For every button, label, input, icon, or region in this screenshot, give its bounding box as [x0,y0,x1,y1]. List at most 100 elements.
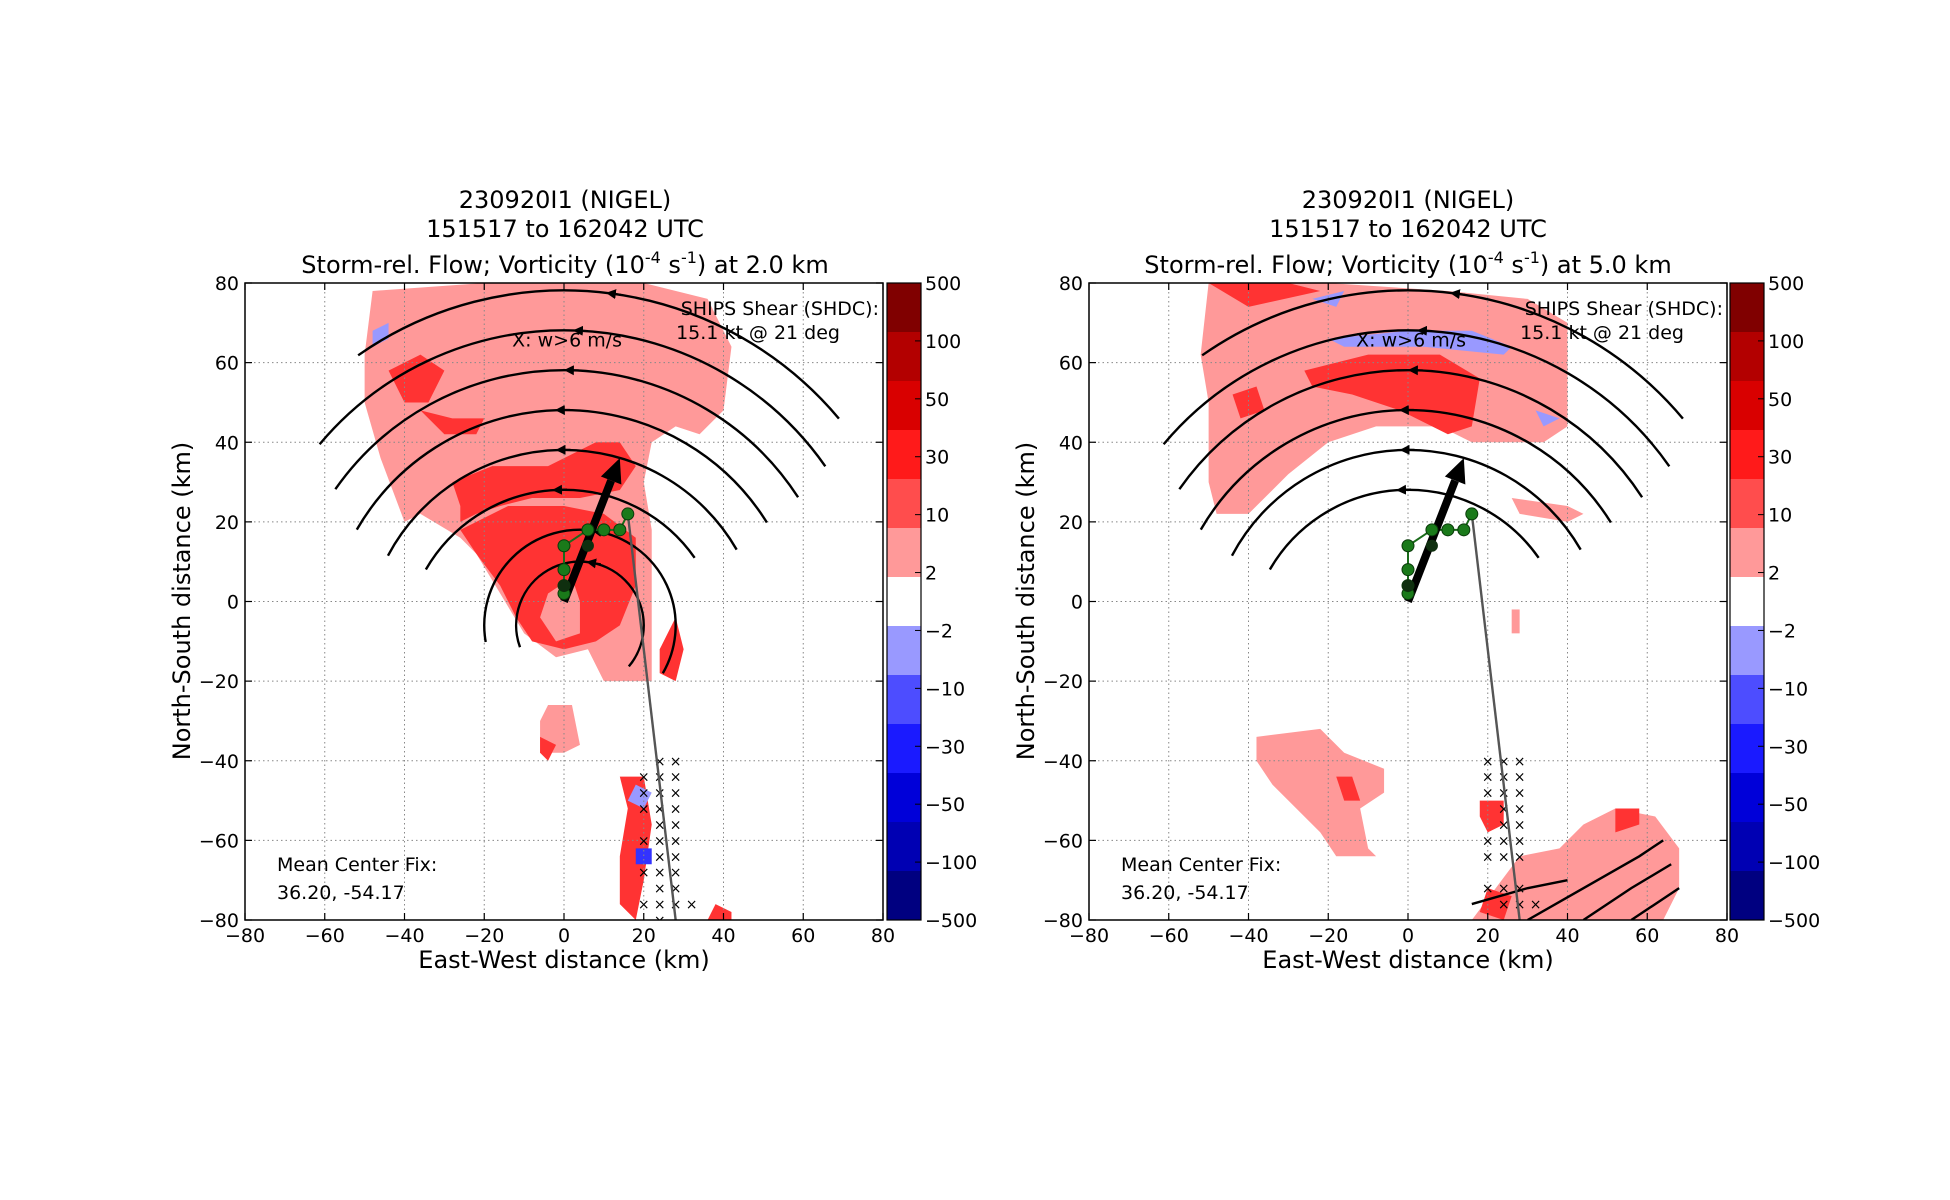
panel-title-line-3: Storm-rel. Flow; Vorticity (10-4 s-1) at… [1144,248,1671,279]
colorbar-segment [887,479,921,529]
colorbar-segment [887,822,921,872]
colorbar-label: −10 [1768,678,1808,700]
x-tick-label: 20 [1476,925,1500,947]
updraft-marker: × [1482,770,1494,786]
streamline-arrow [586,558,602,569]
colorbar-segment [887,283,921,333]
y-tick-label: 60 [1059,353,1083,375]
y-tick-label: 60 [215,353,239,375]
streamline-arrow [1449,289,1465,300]
colorbar-label: 100 [1768,331,1804,353]
center-fix-point-dark [558,579,570,592]
colorbar-label: 2 [925,563,937,585]
title-exp2: -1 [1524,248,1540,267]
x-tick-label: −60 [1149,925,1189,947]
colorbar-label: −50 [925,794,965,816]
x-tick-label: −80 [225,925,265,947]
colorbar-label: 10 [1768,505,1792,527]
colorbar-segment [1730,626,1764,676]
title-exp2: -1 [681,248,697,267]
center-fix-point-dark [1402,579,1414,592]
center-fix-point [597,523,611,537]
updraft-marker: × [1514,833,1526,849]
y-axis-label: North-South distance (km) [168,442,196,761]
colorbar-segment [887,528,921,578]
colorbar-segment [1730,430,1764,480]
updraft-marker: × [654,802,666,818]
colorbar-label: 10 [925,505,949,527]
vorticity-blob-negative [627,784,652,809]
updraft-legend: X: w>6 m/s [1356,330,1466,352]
y-tick-label: −60 [1043,830,1083,852]
colorbar-label: −30 [1768,736,1808,758]
x-tick-label: 80 [871,925,895,947]
colorbar-frame [1729,282,1765,921]
x-axis-label: East-West distance (km) [418,946,709,974]
colorbar-segment [1730,528,1764,578]
vorticity-blob [420,410,485,435]
colorbar-segment [887,773,921,823]
y-tick-label: −40 [1043,751,1083,773]
shear-text-line-1: SHIPS Shear (SHDC): [681,298,879,320]
x-tick-label: −60 [305,925,345,947]
x-tick-label: 20 [632,925,656,947]
title-mid: s [661,251,681,279]
updraft-marker: × [1514,849,1526,865]
flight-track [626,513,677,920]
updraft-marker: × [654,833,666,849]
vorticity-blob [1511,497,1584,522]
center-fix-point [1465,507,1479,521]
y-tick-label: −80 [199,910,239,932]
updraft-marker: × [1482,833,1494,849]
updraft-marker: × [654,897,666,913]
shear-vector-head [1444,458,1466,485]
updraft-marker: × [1498,833,1510,849]
y-tick-label: −60 [199,830,239,852]
vorticity-blob [1304,354,1480,435]
colorbar-segment [1730,675,1764,725]
colorbar-segment [1730,724,1764,774]
vorticity-blob [540,736,557,761]
colorbar-label: 30 [1768,447,1792,469]
updraft-marker: × [670,802,682,818]
panel-title-line-3: Storm-rel. Flow; Vorticity (10-4 s-1) at… [301,248,828,279]
updraft-marker: × [1514,770,1526,786]
updraft-marker: × [670,754,682,770]
center-fix-point [621,507,635,521]
updraft-marker: × [1498,897,1510,913]
title-end: ) at 5.0 km [1540,251,1672,279]
title-mid: s [1504,251,1524,279]
vorticity-blob [1232,386,1265,419]
updraft-marker: × [1498,881,1510,897]
panel-right: 230920I1 (NIGEL) 151517 to 162042 UTC St… [1012,186,1739,974]
x-tick-label: −20 [464,925,504,947]
center-fix-line-1: Mean Center Fix: [1121,854,1281,876]
updraft-marker: × [1514,817,1526,833]
center-fix-point [1441,523,1455,537]
colorbar-right: 500 100 50 30 10 2 −2 −10 −30 −50 −100 −500 [1729,273,1820,932]
vorticity-blob [1256,728,1385,857]
panel-title-line-1: 230920I1 (NIGEL) [459,186,671,214]
streamline [1630,887,1680,920]
updraft-marker: × [670,849,682,865]
colorbar-segment [887,626,921,676]
updraft-marker: × [670,897,682,913]
updraft-marker: × [1482,849,1494,865]
center-fix-line-1: Mean Center Fix: [277,854,437,876]
colorbar-segment [887,332,921,382]
colorbar-left: 500 100 50 30 10 2 −2 −10 −30 −50 −100 −500 [886,273,977,932]
colorbar-label: −2 [1768,620,1796,642]
y-tick-label: −80 [1043,910,1083,932]
center-fix-point [1457,523,1471,537]
colorbar-segment [887,675,921,725]
colorbar-label: 30 [925,447,949,469]
updraft-marker: × [670,770,682,786]
colorbar-segment [887,871,921,921]
y-tick-label: 40 [215,432,239,454]
y-tick-label: −20 [199,671,239,693]
y-tick-label: 0 [227,592,239,614]
updraft-marker: × [670,817,682,833]
colorbar-label: −10 [925,678,965,700]
shear-vector-head [600,458,622,485]
title-main: Storm-rel. Flow; Vorticity (10 [301,251,645,279]
